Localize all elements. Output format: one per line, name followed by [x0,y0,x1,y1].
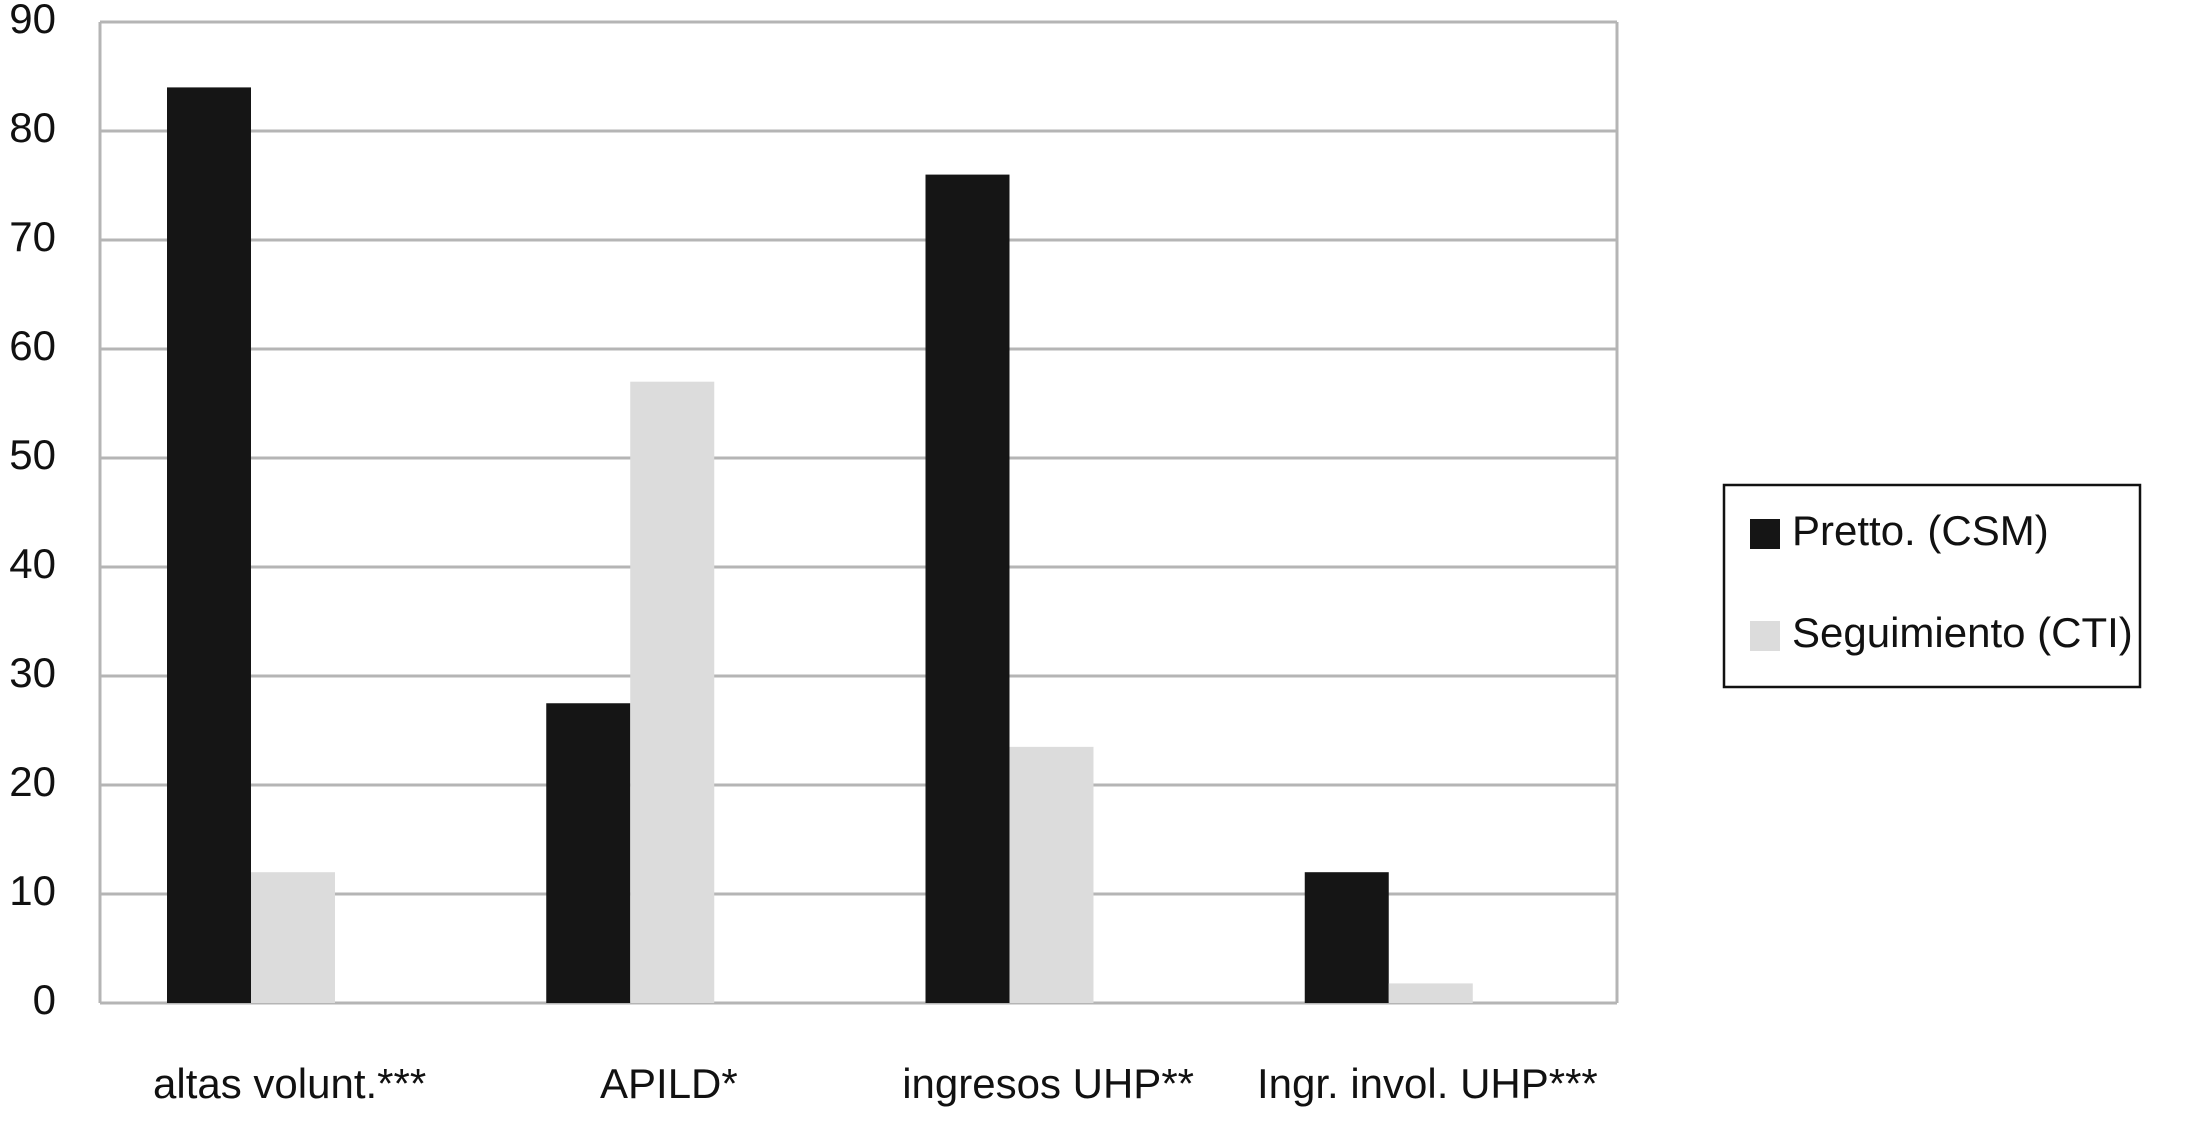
bar [1009,746,1094,1003]
x-tick-label: ingresos UHP** [902,1060,1194,1107]
bar [546,703,631,1003]
bar [251,872,335,1003]
y-tick-label: 60 [9,322,56,369]
y-tick-label: 20 [9,758,56,805]
legend-swatch [1750,621,1780,651]
legend-label: Seguimiento (CTI) [1792,609,2133,656]
y-tick-label: 30 [9,649,56,696]
bar [925,174,1010,1004]
y-tick-label: 70 [9,213,56,260]
x-tick-label: APILD* [600,1060,738,1107]
x-tick-label: altas volunt.*** [153,1060,426,1107]
legend-box [1722,483,2142,689]
y-tick-label: 0 [33,976,56,1023]
bar [630,381,715,1003]
legend-swatch [1750,519,1780,549]
y-tick-label: 40 [9,540,56,587]
y-tick-label: 80 [9,104,56,151]
bar [1304,872,1389,1003]
x-tick-label: Ingr. invol. UHP*** [1257,1060,1598,1107]
y-tick-label: 10 [9,867,56,914]
bar [1388,983,1473,1003]
bar [167,87,251,1003]
y-tick-label: 50 [9,431,56,478]
y-tick-label: 90 [9,0,56,42]
legend-label: Pretto. (CSM) [1792,507,2049,554]
